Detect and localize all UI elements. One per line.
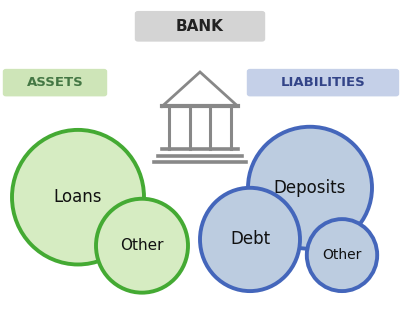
Ellipse shape xyxy=(248,127,372,249)
Ellipse shape xyxy=(96,199,188,293)
Text: Other: Other xyxy=(120,238,164,253)
FancyBboxPatch shape xyxy=(247,69,399,96)
Ellipse shape xyxy=(12,130,144,264)
FancyBboxPatch shape xyxy=(3,69,107,96)
Text: Deposits: Deposits xyxy=(274,179,346,197)
Text: BANK: BANK xyxy=(176,19,224,34)
Text: LIABILITIES: LIABILITIES xyxy=(281,76,366,89)
Text: Loans: Loans xyxy=(54,188,102,206)
Ellipse shape xyxy=(200,188,300,291)
Ellipse shape xyxy=(307,219,377,291)
Text: Other: Other xyxy=(322,248,362,262)
FancyBboxPatch shape xyxy=(135,11,265,42)
Text: ASSETS: ASSETS xyxy=(27,76,84,89)
Text: Debt: Debt xyxy=(230,230,270,249)
